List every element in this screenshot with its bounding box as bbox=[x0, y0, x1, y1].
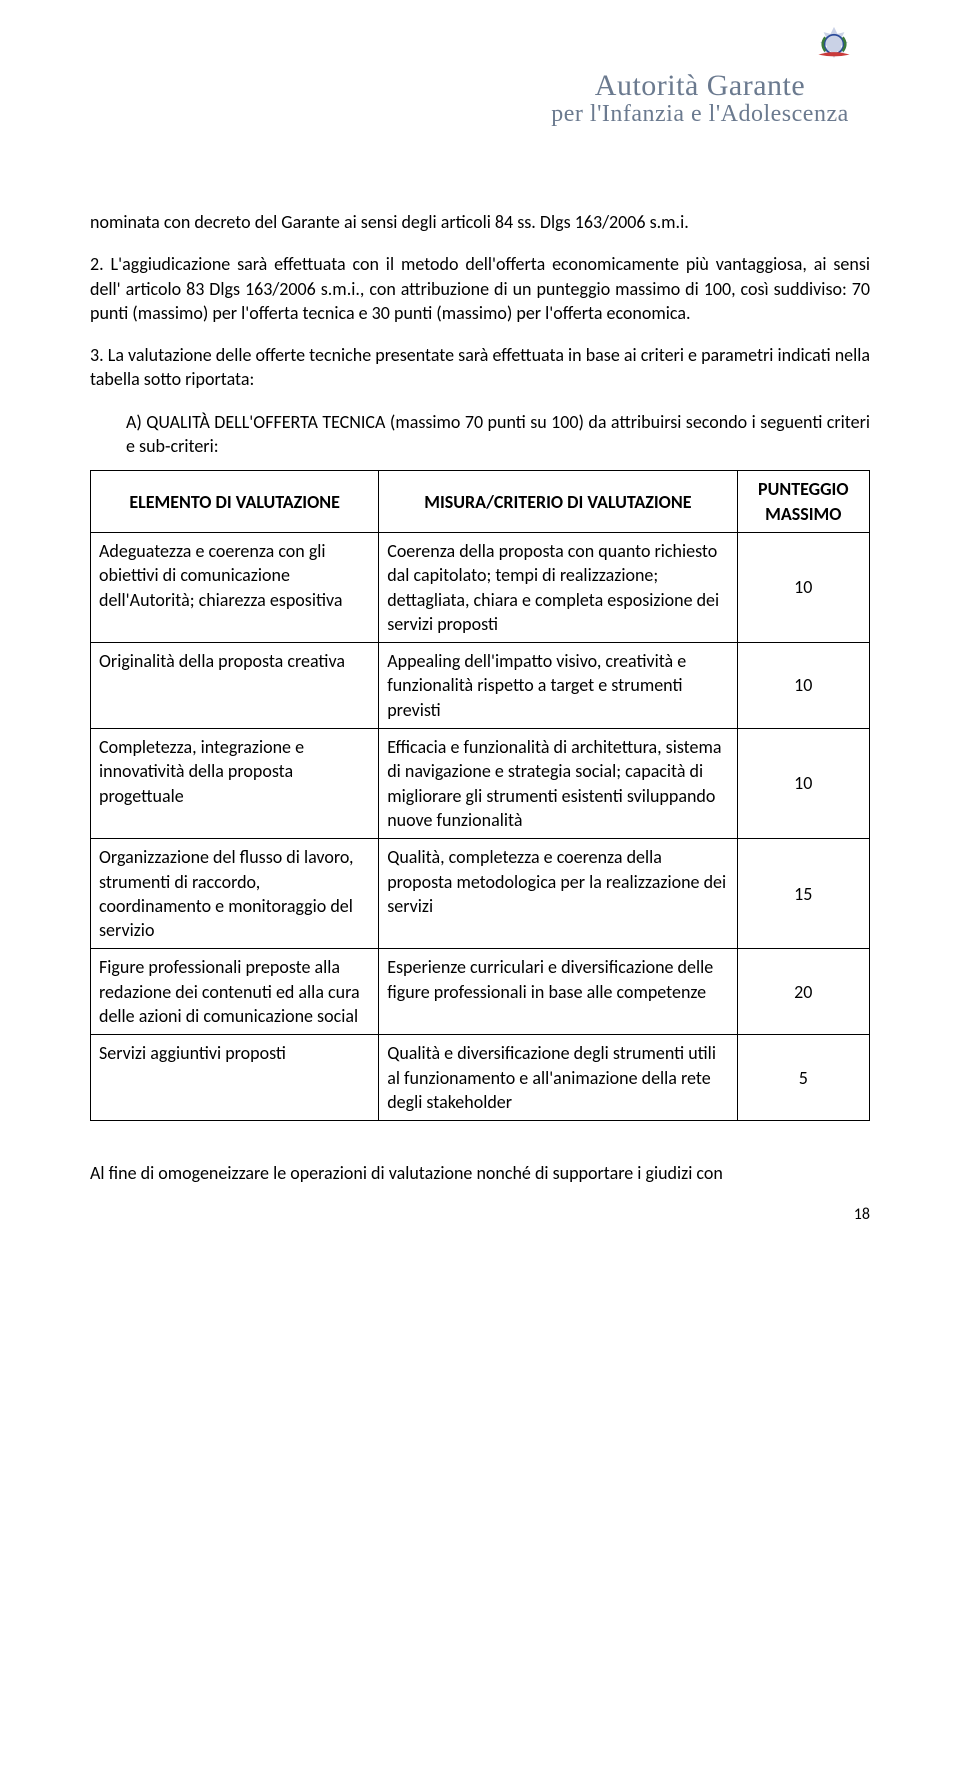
table-row: Adeguatezza e coerenza con gli obiettivi… bbox=[91, 532, 870, 642]
table-row: Servizi aggiuntivi proposti Qualità e di… bbox=[91, 1035, 870, 1121]
cell-elemento: Figure professionali preposte alla redaz… bbox=[91, 949, 379, 1035]
table-row: Originalità della proposta creativa Appe… bbox=[91, 643, 870, 729]
authority-script-title: Autorità Garante per l'Infanzia e l'Adol… bbox=[530, 70, 870, 127]
cell-punti: 15 bbox=[737, 839, 869, 949]
cell-misura: Coerenza della proposta con quanto richi… bbox=[379, 532, 737, 642]
document-body: nominata con decreto del Garante ai sens… bbox=[90, 210, 870, 1225]
cell-punti: 20 bbox=[737, 949, 869, 1035]
evaluation-criteria-table: ELEMENTO DI VALUTAZIONE MISURA/CRITERIO … bbox=[90, 470, 870, 1121]
header-misura: MISURA/CRITERIO DI VALUTAZIONE bbox=[379, 471, 737, 533]
document-page: Autorità Garante per l'Infanzia e l'Adol… bbox=[0, 0, 960, 1265]
cell-punti: 10 bbox=[737, 532, 869, 642]
paragraph-2: 2. L'aggiudicazione sarà effettuata con … bbox=[90, 252, 870, 325]
header-logo-block: Autorità Garante per l'Infanzia e l'Adol… bbox=[530, 20, 870, 127]
italy-emblem-icon bbox=[808, 20, 860, 72]
cell-punti: 10 bbox=[737, 643, 869, 729]
header-elemento: ELEMENTO DI VALUTAZIONE bbox=[91, 471, 379, 533]
list-intro: A) QUALITÀ DELL'OFFERTA TECNICA (massimo… bbox=[126, 410, 870, 459]
script-line-2: per l'Infanzia e l'Adolescenza bbox=[530, 102, 870, 127]
cell-punti: 10 bbox=[737, 729, 869, 839]
cell-elemento: Organizzazione del flusso di lavoro, str… bbox=[91, 839, 379, 949]
paragraph-1: nominata con decreto del Garante ai sens… bbox=[90, 210, 870, 234]
table-row: Figure professionali preposte alla redaz… bbox=[91, 949, 870, 1035]
table-row: Completezza, integrazione e innovatività… bbox=[91, 729, 870, 839]
header-punteggio: PUNTEGGIO MASSIMO bbox=[737, 471, 869, 533]
cell-misura: Qualità, completezza e coerenza della pr… bbox=[379, 839, 737, 949]
cell-misura: Appealing dell'impatto visivo, creativit… bbox=[379, 643, 737, 729]
footer-paragraph: Al fine di omogeneizzare le operazioni d… bbox=[90, 1161, 870, 1185]
cell-misura: Efficacia e funzionalità di architettura… bbox=[379, 729, 737, 839]
cell-misura: Qualità e diversificazione degli strumen… bbox=[379, 1035, 737, 1121]
paragraph-3: 3. La valutazione delle offerte tecniche… bbox=[90, 343, 870, 392]
cell-punti: 5 bbox=[737, 1035, 869, 1121]
cell-elemento: Completezza, integrazione e innovatività… bbox=[91, 729, 379, 839]
page-number: 18 bbox=[90, 1204, 870, 1226]
cell-elemento: Adeguatezza e coerenza con gli obiettivi… bbox=[91, 532, 379, 642]
script-line-1: Autorità Garante bbox=[530, 70, 870, 102]
table-row: Organizzazione del flusso di lavoro, str… bbox=[91, 839, 870, 949]
cell-misura: Esperienze curriculari e diversificazion… bbox=[379, 949, 737, 1035]
table-header-row: ELEMENTO DI VALUTAZIONE MISURA/CRITERIO … bbox=[91, 471, 870, 533]
cell-elemento: Originalità della proposta creativa bbox=[91, 643, 379, 729]
cell-elemento: Servizi aggiuntivi proposti bbox=[91, 1035, 379, 1121]
